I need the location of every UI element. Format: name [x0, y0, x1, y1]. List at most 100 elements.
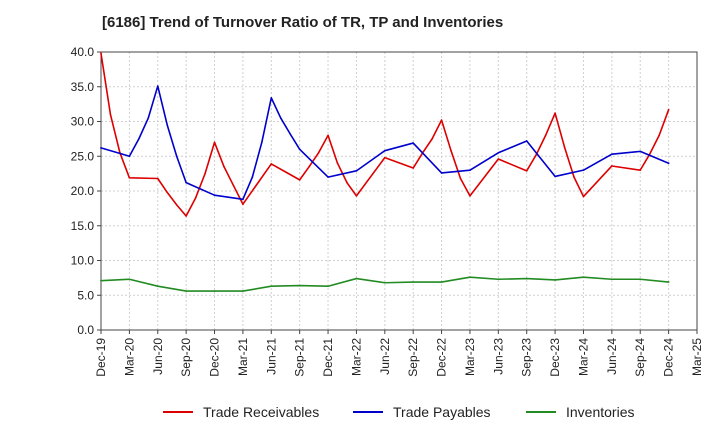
data-point-trade-payables: [298, 148, 301, 151]
x-tick-label: Sep-20: [179, 338, 193, 377]
data-point-trade-payables: [469, 169, 471, 171]
data-point-trade-receivables: [336, 162, 339, 164]
data-point-trade-payables: [242, 198, 244, 201]
x-tick-label: Dec-23: [548, 338, 562, 377]
data-point-trade-receivables: [459, 177, 462, 180]
data-point-inventories: [270, 285, 273, 288]
data-point-trade-receivables: [204, 172, 206, 175]
y-tick-label: 0.0: [77, 323, 94, 337]
data-point-trade-payables: [384, 149, 386, 152]
legend-item-trade-payables: Trade Payables: [353, 404, 491, 420]
x-tick-label: Mar-24: [576, 338, 590, 376]
legend-label-trade-payables: Trade Payables: [393, 404, 491, 420]
data-point-inventories: [554, 279, 556, 281]
chart-title: [6186] Trend of Turnover Ratio of TR, TP…: [102, 14, 504, 31]
data-point-trade-payables: [412, 142, 414, 144]
data-point-trade-receivables: [440, 119, 443, 121]
data-point-trade-receivables: [327, 134, 329, 137]
data-point-inventories: [469, 276, 471, 278]
x-tick-label: Mar-25: [690, 338, 704, 376]
data-point-trade-payables: [156, 85, 159, 87]
data-point-trade-payables: [213, 194, 216, 196]
y-tick-label: 10.0: [71, 254, 95, 268]
data-point-trade-receivables: [175, 204, 178, 206]
data-point-trade-payables: [175, 155, 178, 158]
x-tick-label: Jun-20: [151, 338, 165, 375]
data-point-trade-payables: [185, 181, 187, 184]
x-tick-labels: Dec-19 Mar-20 Jun-20 Sep-20 Dec-20 Mar-21 Jun-…: [94, 338, 704, 377]
data-point-trade-payables: [582, 169, 585, 171]
x-tick-label: Jun-21: [264, 338, 278, 375]
data-point-trade-receivables: [109, 113, 112, 116]
data-point-trade-payables: [261, 141, 263, 144]
data-point-inventories: [525, 277, 528, 280]
x-tick-label: Jun-24: [605, 338, 619, 375]
data-point-trade-receivables: [563, 146, 566, 149]
data-point-trade-receivables: [667, 108, 670, 111]
data-point-trade-receivables: [582, 195, 585, 198]
data-point-inventories: [582, 276, 585, 278]
data-point-trade-receivables: [573, 176, 575, 178]
x-tick-label: Dec-20: [208, 338, 222, 377]
data-point-trade-payables: [279, 117, 282, 119]
data-point-trade-payables: [667, 162, 670, 164]
data-point-trade-receivables: [156, 177, 159, 180]
x-tick-label: Jun-23: [491, 338, 505, 375]
data-point-trade-receivables: [497, 158, 500, 160]
data-point-trade-payables: [289, 133, 292, 135]
data-point-trade-payables: [639, 150, 642, 153]
legend: Trade Receivables Trade Payables Invento…: [0, 404, 720, 428]
data-point-trade-payables: [440, 172, 443, 174]
data-point-inventories: [412, 281, 414, 283]
y-tick-label: 5.0: [77, 288, 94, 302]
data-point-trade-receivables: [213, 141, 216, 144]
data-point-inventories: [440, 281, 443, 283]
data-point-inventories: [611, 278, 613, 281]
data-point-inventories: [100, 279, 102, 282]
x-tick-label: Dec-22: [435, 338, 449, 377]
plot-frame: [100, 51, 698, 331]
data-point-inventories: [639, 278, 642, 281]
legend-swatch-trade-receivables: [163, 411, 193, 413]
y-tick-labels: 0.0 5.0 10.0 15.0 20.0 25.0 30.0 35.0 40.0: [71, 45, 95, 337]
data-point-trade-receivables: [658, 134, 660, 137]
y-tick-label: 40.0: [71, 45, 95, 59]
data-point-trade-payables: [166, 124, 169, 126]
data-point-inventories: [213, 290, 216, 292]
data-point-inventories: [384, 281, 386, 284]
data-point-inventories: [327, 285, 329, 288]
data-point-trade-payables: [251, 176, 254, 178]
data-point-trade-receivables: [232, 184, 235, 187]
data-point-trade-payables: [497, 151, 500, 154]
data-point-trade-receivables: [450, 149, 452, 152]
data-point-trade-receivables: [611, 165, 613, 167]
data-point-trade-receivables: [431, 138, 433, 140]
data-point-trade-receivables: [317, 151, 320, 154]
legend-label-inventories: Inventories: [566, 404, 635, 420]
data-point-trade-receivables: [242, 203, 244, 205]
x-tick-label: Mar-22: [349, 338, 363, 376]
x-tick-label: Sep-21: [293, 338, 307, 377]
data-point-trade-payables: [100, 147, 102, 149]
x-tick-label: Mar-23: [463, 338, 477, 376]
axis-layer: [97, 51, 698, 334]
data-point-inventories: [156, 285, 159, 288]
y-tick-label: 30.0: [71, 115, 95, 129]
x-tick-label: Sep-24: [633, 338, 647, 377]
y-tick-label: 35.0: [71, 80, 95, 94]
x-tick-label: Sep-22: [406, 338, 420, 377]
data-point-trade-receivables: [525, 170, 528, 172]
data-point-trade-receivables: [346, 181, 348, 184]
data-point-trade-receivables: [223, 165, 225, 168]
data-point-trade-receivables: [166, 191, 169, 194]
data-point-trade-receivables: [185, 215, 187, 217]
data-point-inventories: [497, 278, 500, 281]
legend-swatch-trade-payables: [353, 411, 383, 413]
legend-swatch-inventories: [526, 411, 556, 413]
grid-layer: [100, 51, 698, 330]
data-point-trade-receivables: [194, 197, 197, 199]
legend-item-trade-receivables: Trade Receivables: [163, 404, 319, 420]
data-point-inventories: [298, 284, 301, 287]
y-tick-label: 20.0: [71, 184, 95, 198]
